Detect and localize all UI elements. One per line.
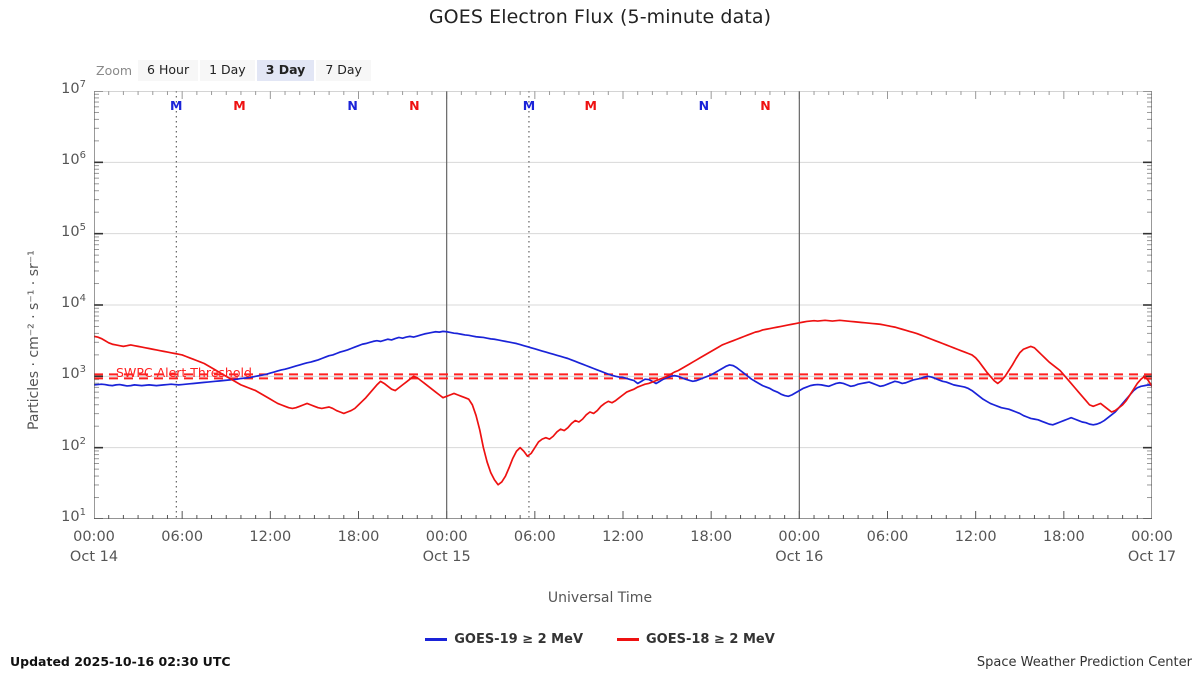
x-tick-time-label: 12:00 — [249, 529, 292, 545]
event-marker-n: N — [409, 98, 420, 113]
event-marker-m: M — [584, 98, 597, 113]
x-tick-time-label: 18:00 — [690, 529, 733, 545]
x-tick-time-label: 00:00 — [73, 529, 115, 545]
x-tick-time-label: 06:00 — [866, 529, 909, 545]
attribution-label: Space Weather Prediction Center — [976, 655, 1192, 670]
plot-area[interactable] — [93, 90, 1200, 520]
zoom-range-control: Zoom 6 Hour 1 Day 3 Day 7 Day — [96, 60, 373, 81]
y-tick-label: 105 — [61, 221, 86, 240]
event-marker-m: M — [522, 98, 536, 113]
legend-label-goes18: GOES-18 ≥ 2 MeV — [646, 632, 775, 647]
flux-plot-svg — [93, 90, 1200, 520]
x-tick-time-label: 00:00 — [425, 529, 468, 545]
x-tick-day-label: Oct 16 — [775, 549, 824, 565]
y-tick-label: 102 — [61, 435, 86, 454]
x-tick-time-label: 18:00 — [1042, 529, 1085, 545]
x-tick-time-label: 06:00 — [513, 529, 556, 545]
zoom-option-7-day[interactable]: 7 Day — [316, 60, 371, 81]
zoom-control-label: Zoom — [96, 63, 133, 78]
zoom-option-1-day[interactable]: 1 Day — [200, 60, 255, 81]
x-tick-time-label: 12:00 — [954, 529, 997, 545]
event-marker-m: M — [233, 98, 246, 113]
event-marker-n: N — [760, 98, 771, 113]
y-tick-label: 107 — [61, 79, 86, 97]
threshold-annotation: SWPC Alert Threshold — [116, 365, 252, 381]
legend-entry-goes18: GOES-18 ≥ 2 MeV — [617, 632, 775, 647]
x-tick-time-label: 06:00 — [161, 529, 204, 545]
x-tick-time-label: 00:00 — [1131, 529, 1173, 545]
x-tick-time-label: 12:00 — [602, 529, 644, 545]
x-axis-title: Universal Time — [547, 590, 653, 606]
x-tick-time-label: 00:00 — [778, 529, 821, 545]
legend-entry-goes19: GOES-19 ≥ 2 MeV — [425, 632, 583, 647]
x-tick-day-label: Oct 17 — [1127, 549, 1177, 565]
chart-legend: GOES-19 ≥ 2 MeV GOES-18 ≥ 2 MeV — [0, 632, 1200, 647]
y-tick-label: 103 — [61, 364, 86, 383]
y-tick-label: 104 — [61, 293, 86, 311]
y-axis-title: Particles · cm⁻² · s⁻¹ · sr⁻¹ — [26, 250, 42, 430]
legend-label-goes19: GOES-19 ≥ 2 MeV — [454, 632, 583, 647]
page-title: GOES Electron Flux (5-minute data) — [428, 6, 772, 28]
zoom-option-3-day[interactable]: 3 Day — [256, 60, 315, 81]
event-marker-n: N — [698, 98, 710, 113]
event-marker-m: M — [170, 98, 183, 113]
legend-swatch-goes18 — [617, 638, 639, 641]
x-tick-time-label: 18:00 — [337, 529, 380, 545]
legend-swatch-goes19 — [425, 638, 448, 641]
updated-timestamp: Updated 2025-10-16 02:30 UTC — [10, 654, 231, 669]
y-tick-label: 106 — [61, 150, 86, 169]
zoom-option-6-hour[interactable]: 6 Hour — [138, 60, 199, 81]
y-tick-label: 101 — [61, 507, 86, 525]
x-tick-day-label: Oct 14 — [69, 549, 119, 565]
x-tick-day-label: Oct 15 — [422, 549, 471, 565]
event-marker-n: N — [347, 98, 358, 113]
